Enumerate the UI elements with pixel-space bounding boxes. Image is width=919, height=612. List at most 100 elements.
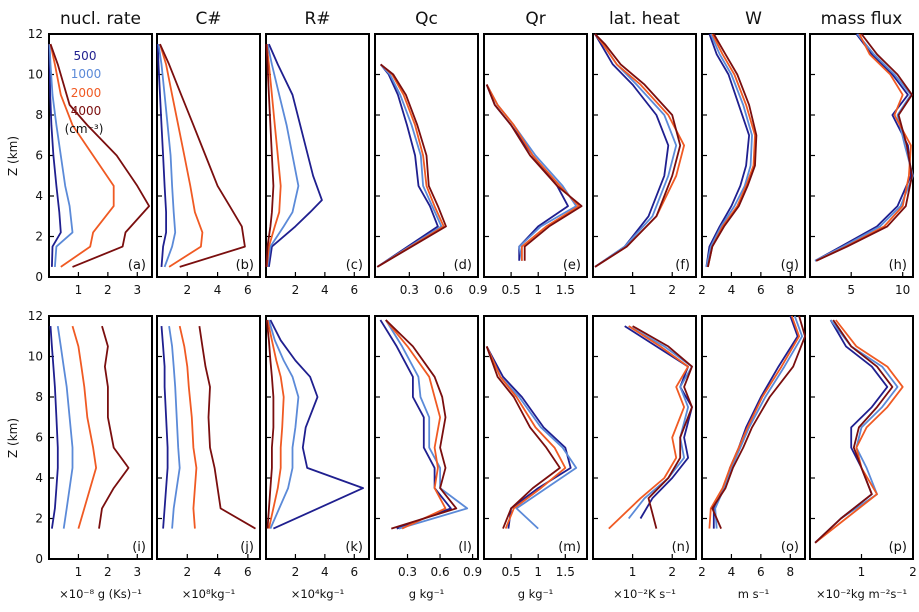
- x-tick-label: 5: [847, 283, 855, 297]
- panel-j: 2 4 6 (j) ×10⁸kg⁻¹: [156, 315, 261, 601]
- y-axis-label-top: Z (km): [6, 136, 20, 176]
- legend: 500 1000 2000 4000 (cm⁻³): [65, 49, 104, 136]
- legend-unit: (cm⁻³): [65, 122, 104, 136]
- y-tick-label: 10: [28, 350, 43, 364]
- x-axis-label: ×10⁻²K s⁻¹: [613, 587, 676, 601]
- x-tick-label: 1: [534, 565, 542, 579]
- panel-label: (j): [240, 540, 254, 555]
- panel-label: (e): [563, 258, 581, 273]
- panel-o: 2 4 6 8 (o) m s⁻¹: [698, 315, 806, 601]
- x-axis-label: g kg⁻¹: [518, 587, 554, 601]
- series-line-2000: [815, 33, 912, 262]
- panel-k: 2 4 6 (k) ×10⁴kg⁻¹: [265, 315, 370, 601]
- x-tick-label: 3: [133, 283, 141, 297]
- x-tick-label: 1: [629, 283, 637, 297]
- x-tick-label: 0.9: [468, 283, 487, 297]
- panel-label: (i): [132, 540, 146, 555]
- panel-title: W: [745, 9, 762, 29]
- series-line-1000: [376, 63, 443, 268]
- x-tick-label: 6: [244, 565, 252, 579]
- series-line-2000: [159, 43, 204, 268]
- panel-label: (f): [675, 258, 690, 273]
- x-tick-label: 4: [321, 565, 329, 579]
- series-line-2000: [71, 325, 97, 529]
- x-tick-label: 4: [214, 565, 222, 579]
- panel-d: 0.3 0.6 0.9 (d) Qc: [374, 9, 488, 297]
- panel-label: (b): [236, 258, 254, 273]
- x-tick-label: 2: [668, 565, 676, 579]
- series-line-2000: [265, 44, 282, 267]
- series-line-2000: [485, 346, 567, 529]
- series-line-4000: [485, 346, 561, 529]
- panel-label: (m): [558, 540, 581, 555]
- series-line-1000: [268, 319, 300, 529]
- panel-l: 0.3 0.6 0.9 (l) g kg⁻¹: [374, 315, 482, 601]
- panel-b: 2 4 6 (b) C#: [156, 9, 261, 297]
- x-tick-label: 1.5: [556, 565, 575, 579]
- panel-label: (l): [458, 540, 472, 555]
- panel-f: 1 2 (f) lat. heat: [592, 9, 697, 297]
- x-tick-label: 2: [698, 283, 706, 297]
- series-line-4000: [385, 319, 458, 530]
- y-axis-label-bottom: Z (km): [6, 418, 20, 458]
- series-line-1000: [385, 319, 469, 530]
- x-tick-label: 2: [183, 565, 191, 579]
- series-line-500: [48, 44, 62, 267]
- series-line-500: [268, 43, 323, 268]
- panel-label: (k): [345, 540, 363, 555]
- y-tick-label: 0: [35, 552, 43, 566]
- y-tick-label: 0: [35, 270, 43, 284]
- x-tick-label: 2: [292, 565, 300, 579]
- x-tick-label: 0.3: [398, 565, 417, 579]
- series-line-2000: [594, 33, 685, 268]
- legend-entry-3: 2000: [71, 86, 102, 100]
- panel-label: (a): [128, 258, 146, 273]
- x-tick-label: 0.6: [431, 565, 450, 579]
- x-tick-label: 0.5: [502, 565, 521, 579]
- y-tick-label: 12: [28, 27, 43, 41]
- series-line-2000: [385, 319, 447, 530]
- panel-label: (d): [454, 258, 472, 273]
- series-line-1000: [627, 325, 693, 520]
- x-tick-label: 6: [757, 565, 765, 579]
- series-line-1000: [485, 346, 578, 530]
- x-tick-label: 0.5: [502, 283, 521, 297]
- y-tick-label: 6: [35, 431, 43, 445]
- x-tick-label: 2: [104, 565, 112, 579]
- series-line-500: [160, 326, 169, 529]
- x-tick-label: 6: [757, 283, 765, 297]
- series-line-1000: [814, 33, 914, 262]
- series-line-4000: [815, 33, 913, 262]
- series-line-4000: [707, 33, 758, 268]
- series-line-4000: [265, 319, 275, 529]
- panel-title: Qc: [415, 9, 438, 29]
- x-tick-label: 6: [350, 565, 358, 579]
- panel-label: (h): [889, 258, 907, 273]
- x-axis-label: ×10⁴kg⁻¹: [291, 587, 345, 601]
- series-line-4000: [98, 325, 130, 529]
- panel-title: nucl. rate: [60, 9, 141, 29]
- panel-g: 2 4 6 8 (g) W: [698, 9, 806, 297]
- x-tick-label: 2: [292, 283, 300, 297]
- series-line-1000: [157, 43, 177, 268]
- x-tick-label: 2: [909, 565, 917, 579]
- series-line-4000: [49, 43, 151, 268]
- x-tick-label: 1: [75, 283, 83, 297]
- panel-label: (p): [889, 540, 907, 555]
- series-line-500: [379, 319, 452, 530]
- legend-entry-4: 4000: [71, 104, 102, 118]
- y-tick-label: 12: [28, 309, 43, 323]
- panel-label: (g): [781, 258, 799, 273]
- series-line-1000: [714, 315, 803, 529]
- x-tick-label: 4: [214, 283, 222, 297]
- x-tick-label: 3: [133, 565, 141, 579]
- series-line-500: [49, 326, 59, 529]
- series-line-1000: [814, 319, 899, 544]
- series-line-4000: [485, 84, 583, 261]
- panel-title: R#: [304, 9, 330, 29]
- x-tick-label: 6: [350, 283, 358, 297]
